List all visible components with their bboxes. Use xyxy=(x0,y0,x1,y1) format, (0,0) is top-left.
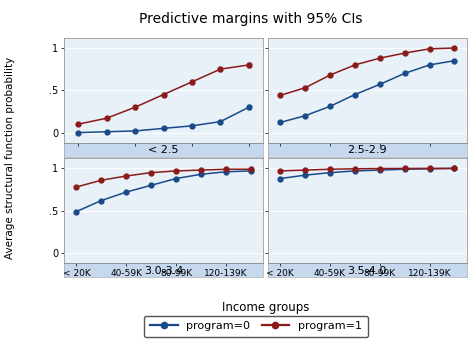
Text: Average structural function probability: Average structural function probability xyxy=(5,57,16,259)
Text: < 2.5: < 2.5 xyxy=(148,145,179,155)
Text: 3.5-4.0: 3.5-4.0 xyxy=(347,266,387,276)
Text: Income groups: Income groups xyxy=(222,301,309,314)
Text: 2.5-2.9: 2.5-2.9 xyxy=(347,145,387,155)
Text: Predictive margins with 95% CIs: Predictive margins with 95% CIs xyxy=(139,12,363,26)
Legend: program=0, program=1: program=0, program=1 xyxy=(144,315,368,337)
Text: 3.0-3.4: 3.0-3.4 xyxy=(144,266,183,276)
